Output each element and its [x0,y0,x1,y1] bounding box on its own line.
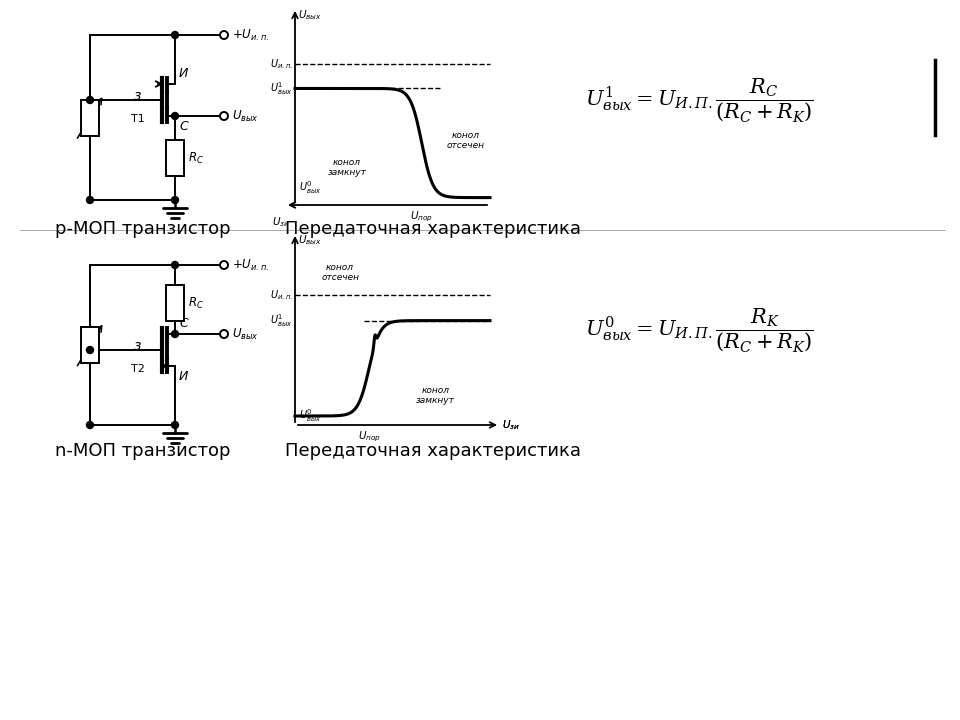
Text: $U^{1}_{вых}$: $U^{1}_{вых}$ [271,312,293,329]
Bar [166,140,184,176]
Circle shape [172,32,179,38]
Text: $+U_{и.п.}$: $+U_{и.п.}$ [232,27,269,42]
Text: $U_{зи}$: $U_{зи}$ [272,215,290,229]
Circle shape [220,261,228,269]
Text: конол
замкнут: конол замкнут [416,386,455,405]
Text: Передаточная характеристика: Передаточная характеристика [285,220,581,238]
Text: $R_C$: $R_C$ [188,295,204,310]
Circle shape [220,31,228,39]
Circle shape [220,330,228,338]
Circle shape [172,197,179,204]
Text: $U^{0}_{вых}$: $U^{0}_{вых}$ [299,179,322,196]
Text: С: С [179,120,188,133]
Text: $U^{1}_{вых}=U_{И.П.}\dfrac{R_C}{(R_C+R_K)}$: $U^{1}_{вых}=U_{И.П.}\dfrac{R_C}{(R_C+R_… [585,76,814,124]
Text: И: И [179,370,188,383]
Text: $U_{вых}$: $U_{вых}$ [298,8,322,22]
Circle shape [86,421,93,428]
Text: n-МОП транзистор: n-МОП транзистор [55,442,230,460]
Circle shape [172,421,179,428]
Text: конол
замкнут: конол замкнут [327,158,367,177]
Bar [81,99,99,135]
Text: $U_{вых}$: $U_{вых}$ [232,326,259,341]
Text: $U_{зи}$: $U_{зи}$ [502,418,520,432]
Circle shape [86,197,93,204]
Text: р-МОП транзистор: р-МОП транзистор [55,220,230,238]
Text: $U^{0}_{вых}$: $U^{0}_{вых}$ [299,408,322,424]
Circle shape [220,112,228,120]
Text: $U_{и.п.}$: $U_{и.п.}$ [270,58,293,71]
Text: И: И [179,67,188,80]
Text: $U_{пор}$: $U_{пор}$ [410,210,433,225]
Circle shape [172,330,179,338]
Text: $U_{вых}$: $U_{вых}$ [232,109,259,124]
Text: $+U_{и.п.}$: $+U_{и.п.}$ [232,258,269,273]
Circle shape [86,96,93,104]
Text: $U_{пор}$: $U_{пор}$ [357,430,380,444]
Text: Т2: Т2 [132,364,145,374]
Circle shape [86,346,93,354]
Circle shape [172,112,179,120]
Text: конол
отсечен: конол отсечен [321,263,359,282]
Circle shape [172,261,179,269]
Text: $U^{0}_{вых}=U_{И.П.}\dfrac{R_K}{(R_C+R_K)}$: $U^{0}_{вых}=U_{И.П.}\dfrac{R_K}{(R_C+R_… [585,306,814,354]
Bar [81,327,99,363]
Text: $U_{вых}$: $U_{вых}$ [298,233,322,247]
Text: Передаточная характеристика: Передаточная характеристика [285,442,581,460]
Bar [166,285,184,321]
Text: $U_{и.п.}$: $U_{и.п.}$ [270,289,293,302]
Text: конол
отсечен: конол отсечен [446,130,485,150]
Text: $R_C$: $R_C$ [188,150,204,166]
Text: Т1: Т1 [132,114,145,124]
Text: $U^{1}_{вых}$: $U^{1}_{вых}$ [271,80,293,97]
Text: з: з [133,89,141,103]
Text: $U_{зи}$: $U_{зи}$ [502,418,520,432]
Text: С: С [179,317,188,330]
Text: з: з [133,339,141,353]
